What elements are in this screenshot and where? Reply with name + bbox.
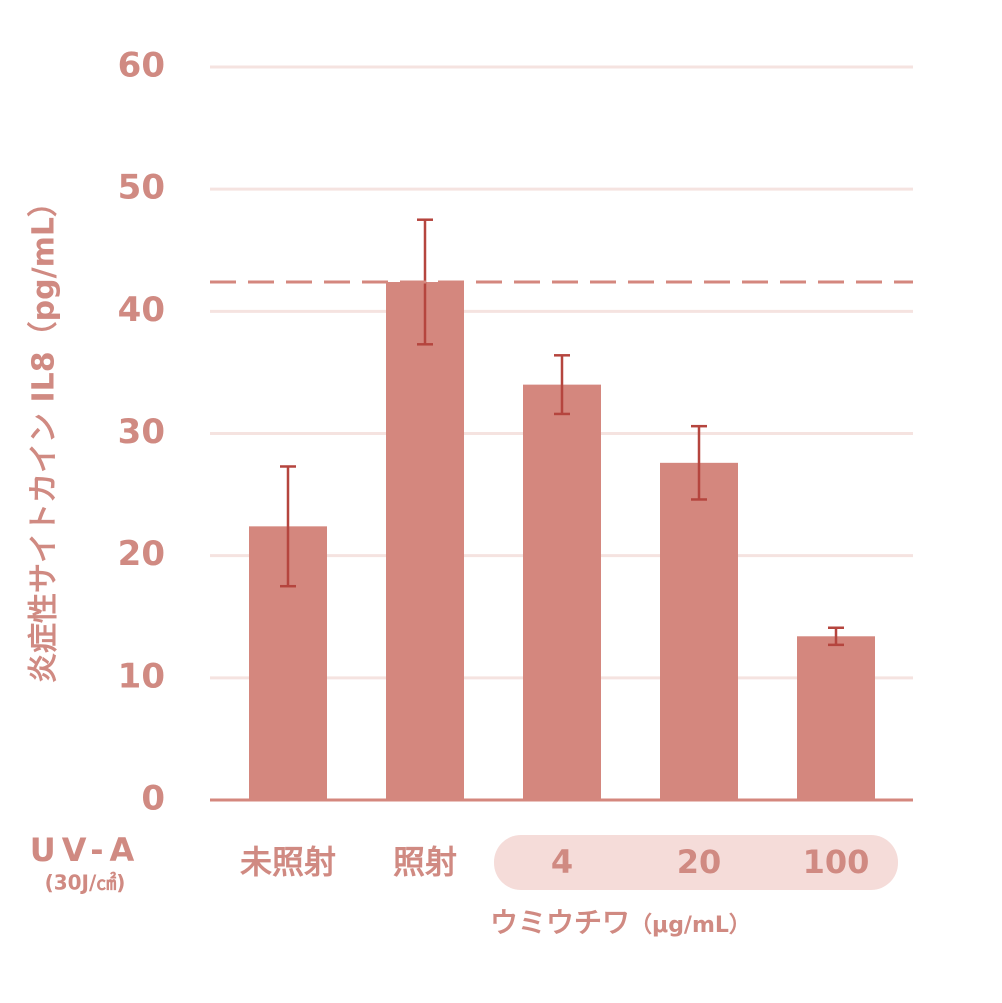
y-tick-label: 40 [118, 290, 165, 330]
y-axis-label: 炎症性サイトカイン IL8（pg/mL） [27, 187, 62, 683]
x-axis-subtitle: (30J/㎠) [45, 871, 126, 895]
error-bar [691, 424, 707, 501]
y-tick-label: 20 [118, 534, 165, 574]
x-tick-label: 100 [803, 843, 870, 881]
bar [660, 462, 738, 800]
x-tick-label: 20 [677, 843, 722, 881]
x-axis-title: UV-A [30, 831, 140, 869]
group-unit: （μg/mL） [630, 913, 751, 938]
bar [523, 384, 601, 800]
x-tick-label: 4 [551, 843, 573, 881]
error-bar [828, 626, 844, 647]
error-bar [554, 354, 570, 416]
group-label: ウミウチワ [490, 906, 630, 939]
x-tick-label: 照射 [393, 843, 457, 881]
bar [386, 282, 464, 801]
y-tick-label: 10 [118, 656, 165, 696]
group-pill [494, 835, 898, 890]
x-tick-label: 未照射 [240, 843, 336, 881]
y-tick-label: 60 [118, 46, 165, 86]
error-bar [280, 465, 296, 588]
y-tick-label: 50 [118, 168, 165, 208]
bar [797, 636, 875, 800]
y-tick-label: 30 [118, 412, 165, 452]
y-tick-label: 0 [141, 779, 165, 819]
